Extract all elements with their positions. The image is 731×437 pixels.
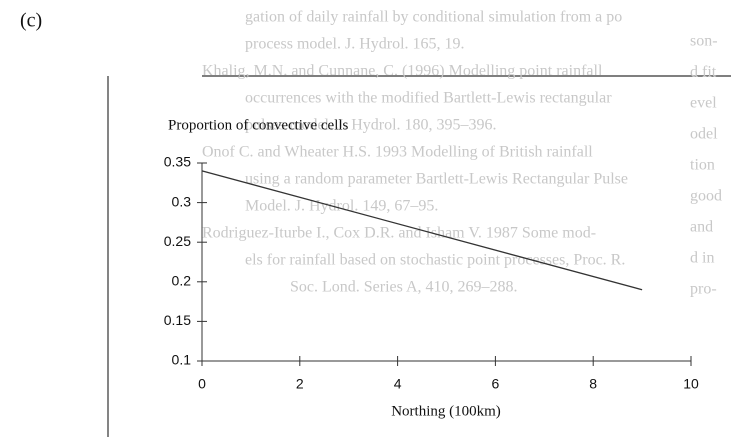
bleed-through-text: Khalig, M.N. and Cunnane, C. (1996) Mode… xyxy=(202,63,603,80)
y-tick-label: 0.2 xyxy=(172,273,192,289)
x-tick-label: 0 xyxy=(198,376,206,392)
y-tick-label: 0.15 xyxy=(164,312,191,328)
bleed-through-text: els for rainfall based on stochastic poi… xyxy=(245,252,625,269)
bleed-through-text: gation of daily rainfall by conditional … xyxy=(245,9,622,26)
bleed-through-text: tion xyxy=(690,157,715,174)
y-tick-label: 0.25 xyxy=(164,233,191,249)
bleed-through-text: Rodriguez-Iturbe I., Cox D.R. and Isham … xyxy=(202,225,596,242)
data-line xyxy=(201,170,643,291)
bleed-through-text: occurrences with the modified Bartlett-L… xyxy=(245,90,612,107)
bleed-through-text: evel xyxy=(690,95,717,112)
bleed-through-text: pro- xyxy=(690,281,717,298)
bleed-through-text: d fit xyxy=(690,64,717,81)
bleed-through-text: Model. J. Hydrol. 149, 67–95. xyxy=(245,198,438,215)
bleed-through-text: son- xyxy=(690,33,718,50)
bleed-through-text: and xyxy=(690,219,713,236)
bleed-through-text: d in xyxy=(690,250,714,267)
y-tick-label: 0.35 xyxy=(164,154,191,170)
y-tick-label: 0.1 xyxy=(172,352,192,368)
bleed-through-text: pulses model. J. Hydrol. 180, 395–396. xyxy=(245,117,497,134)
bleed-through-text: using a random parameter Bartlett-Lewis … xyxy=(245,171,628,188)
bleed-through-text: odel xyxy=(690,126,718,143)
bleed-through-text: Soc. Lond. Series A, 410, 269–288. xyxy=(290,279,518,296)
x-tick-label: 4 xyxy=(394,376,402,392)
panel-label: (c) xyxy=(20,10,42,32)
x-tick-label: 8 xyxy=(589,376,597,392)
chart-title: Proportion of convective cells xyxy=(168,117,349,133)
x-tick-label: 10 xyxy=(683,376,699,392)
x-tick-label: 6 xyxy=(492,376,500,392)
x-axis-label: Northing (100km) xyxy=(391,403,501,419)
bleed-through-text: good xyxy=(690,188,722,205)
bleed-through-text: process model. J. Hydrol. 165, 19. xyxy=(245,36,465,53)
x-tick-label: 2 xyxy=(296,376,304,392)
y-tick-label: 0.3 xyxy=(172,193,192,209)
bleed-through-text: Onof C. and Wheater H.S. 1993 Modelling … xyxy=(202,144,593,161)
